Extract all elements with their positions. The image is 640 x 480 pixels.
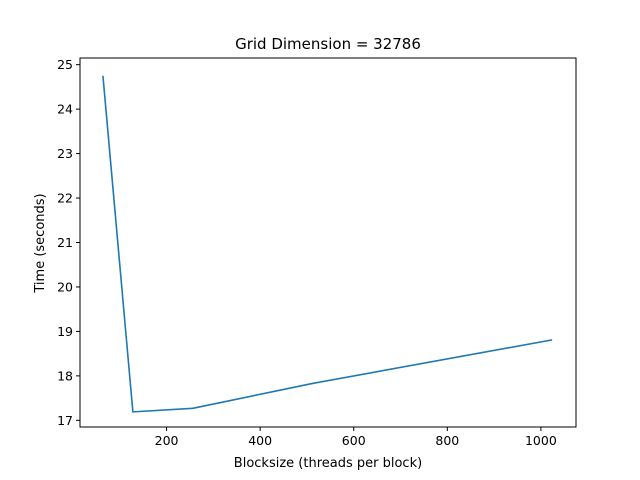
series-lines [102, 75, 553, 413]
y-tick-label: 23 [57, 146, 73, 161]
chart-title: Grid Dimension = 32786 [235, 35, 421, 53]
y-tick-label: 25 [57, 57, 73, 72]
y-tick-label: 19 [57, 324, 73, 339]
y-tick-label: 17 [57, 413, 73, 428]
x-tick-label: 400 [248, 433, 272, 448]
x-tick-label: 800 [435, 433, 459, 448]
x-tick-label: 1000 [525, 433, 557, 448]
x-axis-label: Blocksize (threads per block) [234, 456, 422, 471]
y-tick-label: 20 [57, 279, 73, 294]
y-tick-label: 18 [57, 368, 73, 383]
plot-area-frame [79, 57, 577, 428]
y-tick-label: 24 [57, 102, 73, 117]
y-tick-label: 22 [57, 191, 73, 206]
axis-ticks: 200 400 600 800 1000 17 18 19 20 21 22 23 24 25 [57, 57, 557, 448]
series-line [102, 75, 553, 413]
y-tick-label: 21 [57, 235, 73, 250]
y-axis-label: Time (seconds) [33, 193, 48, 293]
x-tick-label: 200 [155, 433, 179, 448]
x-tick-label: 600 [342, 433, 366, 448]
